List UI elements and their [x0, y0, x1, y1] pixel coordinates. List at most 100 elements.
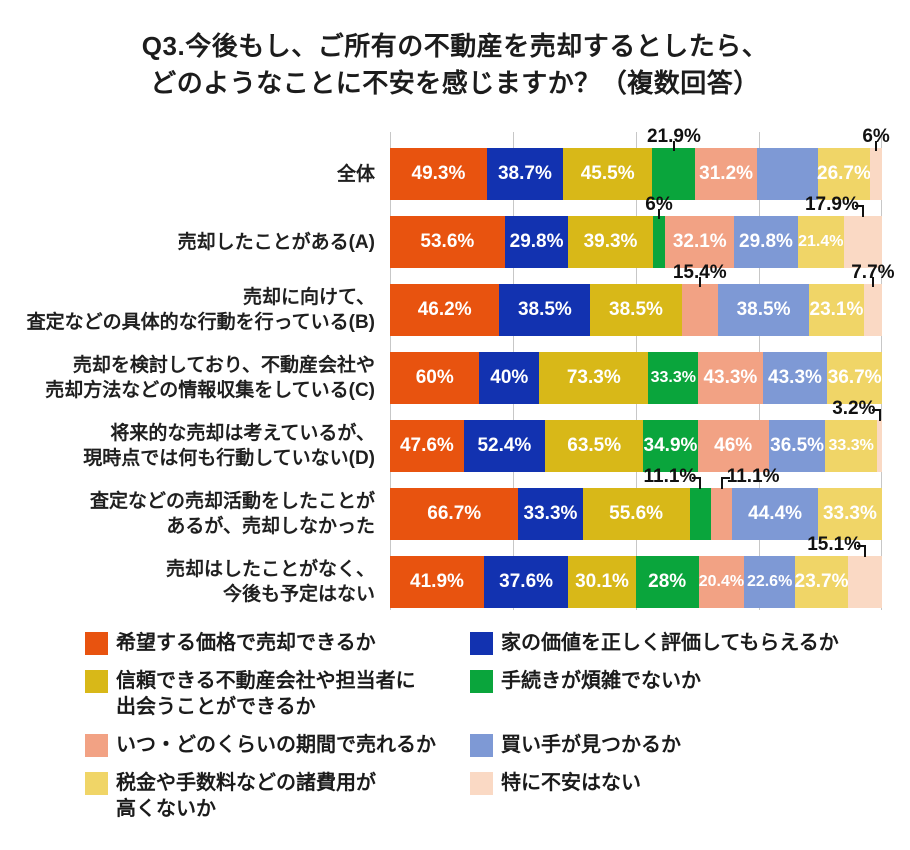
category-label: 将来的な売却は考えているが、 現時点では何も行動していない(D) — [0, 420, 383, 472]
segment-value-label: 28% — [648, 571, 687, 592]
bar-segment: 33.3% — [648, 352, 699, 404]
segment-value-label: 38.7% — [497, 163, 552, 184]
legend-swatch — [85, 632, 108, 655]
segment-value-label: 63.5% — [567, 435, 622, 456]
legend-label-line: 税金や手数料などの諸費用が — [116, 772, 376, 794]
category-label-line: 売却方法などの情報収集をしている(C) — [45, 380, 375, 401]
legend-label-line: 買い手が見つかるか — [501, 734, 681, 756]
segment-value-label: 38.5% — [609, 299, 663, 320]
bar-segment — [681, 284, 718, 336]
legend-label: 税金や手数料などの諸費用が 高くないか — [116, 770, 376, 822]
legend-label: 特に不安はない — [501, 770, 641, 796]
segment-value-label: 44.4% — [748, 503, 803, 524]
bar-segment: 60% — [390, 352, 480, 404]
label-connector-cap — [871, 409, 879, 411]
segment-value-label: 73.3% — [566, 367, 621, 388]
bar-segment: 33.3% — [817, 488, 882, 540]
bar-segment: 21.4% — [797, 216, 844, 268]
segment-value-label: 55.6% — [609, 503, 664, 524]
segment-value-label: 36.7% — [827, 367, 882, 388]
stacked-bar-chart: 全体売却したことがある(A) 売却に向けて、査定などの具体的な行動を行っている(B… — [0, 127, 910, 610]
label-connector — [698, 277, 701, 287]
title-line-1: Q3.今後もし、ご所有の不動産を売却するとしたら、 — [141, 31, 769, 61]
bar-segment: 39.3% — [568, 216, 653, 268]
segment-value-label: 23.1% — [809, 299, 864, 320]
category-label-line: 査定などの売却活動をしたことが — [89, 491, 375, 512]
bar-segment: 44.4% — [732, 488, 818, 540]
category-label-line: 売却に向けて、 — [242, 287, 375, 308]
legend-label-line: いつ・どのくらいの期間で売れるか — [116, 734, 436, 756]
legend-label: 買い手が見つかるか — [501, 732, 681, 758]
segment-value-label: 22.6% — [746, 573, 793, 590]
category-label-line: 査定などの具体的な行動を行っている(B) — [26, 312, 375, 333]
bar-segment: 23.1% — [809, 284, 864, 336]
segment-value-label: 33.3% — [650, 369, 696, 386]
legend-swatch — [470, 772, 493, 795]
segment-value-label: 40% — [490, 367, 529, 388]
bar-segment: 43.3% — [762, 352, 828, 404]
bar-segment: 29.8% — [504, 216, 569, 268]
label-connector-cap — [722, 477, 730, 479]
segment-value-label-above: 11.1% — [643, 466, 697, 487]
bar-segment: 20.4% — [698, 556, 745, 608]
page-title: Q3.今後もし、ご所有の不動産を売却するとしたら、 どのようなことに不安を感じま… — [0, 28, 910, 102]
segment-value-label: 53.6% — [420, 231, 475, 252]
bar-segment: 47.6% — [390, 420, 464, 472]
segment-value-label: 30.1% — [575, 571, 629, 592]
legend-label: 家の価値を正しく評価してもらえるか — [501, 630, 839, 656]
bar-segment — [863, 284, 882, 336]
segment-value-label: 46% — [714, 435, 753, 456]
category-label-line: 売却したことがある(A) — [177, 231, 375, 253]
label-connector-cap — [692, 477, 700, 479]
bar-segment: 38.5% — [718, 284, 810, 336]
bar-segment: 53.6% — [390, 216, 505, 268]
legend-label-line: 出会うことができるか — [116, 696, 316, 718]
segment-value-label-above: 6% — [862, 126, 890, 147]
legend-label-line: 希望する価格で売却できるか — [116, 632, 376, 654]
category-label-line: 現時点では何も行動していない(D) — [83, 448, 375, 469]
legend-item: 希望する価格で売却できるか — [85, 630, 470, 656]
legend-label-line: 高くないか — [116, 798, 216, 820]
bar-segment: 45.5% — [562, 148, 653, 200]
label-connector — [871, 277, 874, 287]
segment-value-label: 38.5% — [517, 299, 572, 320]
segment-value-label: 36.5% — [770, 435, 825, 456]
segment-value-label: 60% — [415, 367, 454, 388]
segment-value-label-above: 21.9% — [646, 126, 701, 147]
legend-item: 税金や手数料などの諸費用が 高くないか — [85, 770, 470, 822]
bar-segment: 63.5% — [545, 420, 644, 472]
label-connector — [658, 209, 660, 219]
segment-value-label-above: 15.4% — [672, 262, 727, 283]
legend-swatch — [85, 734, 108, 757]
segment-value-label: 37.6% — [499, 571, 554, 592]
legend-label-line: 信頼できる不動産会社や担当者に — [116, 670, 416, 692]
category-label-line: あるが、売却しなかった — [166, 516, 375, 537]
segment-value-label: 33.3% — [822, 503, 877, 524]
title-line-2: どのようなことに不安を感じますか？（複数回答） — [150, 68, 760, 98]
category-label: 査定などの売却活動をしたことがあるが、売却しなかった — [0, 488, 383, 540]
legend-label: 手続きが煩雑でないか — [501, 668, 701, 694]
bar-segment — [711, 488, 733, 540]
bar-segment: 38.7% — [486, 148, 563, 200]
legend-item: 信頼できる不動産会社や担当者に 出会うことができるか — [85, 668, 470, 720]
category-label-line: 売却はしたことがなく、 — [165, 559, 375, 580]
segment-value-label: 49.3% — [411, 163, 466, 184]
label-connector — [672, 141, 675, 151]
bar-segment: 52.4% — [463, 420, 545, 472]
bar-segment — [652, 148, 696, 200]
bar-segment: 41.9% — [390, 556, 484, 608]
category-label-line: 全体 — [336, 163, 375, 185]
bar-segment: 38.5% — [590, 284, 682, 336]
segment-value-label: 45.5% — [580, 163, 635, 184]
bar-segment: 26.7% — [817, 148, 871, 200]
bar-segment: 30.1% — [568, 556, 636, 608]
legend-swatch — [85, 670, 108, 693]
legend-label: 信頼できる不動産会社や担当者に 出会うことができるか — [116, 668, 416, 720]
bar-segment: 37.6% — [483, 556, 569, 608]
segment-value-label: 32.1% — [672, 231, 727, 252]
legend-item: 特に不安はない — [470, 770, 875, 796]
segment-value-label: 46.2% — [417, 299, 472, 320]
bar-segment: 46.2% — [390, 284, 500, 336]
segment-value-label: 41.9% — [410, 571, 464, 592]
segment-value-label: 47.6% — [399, 435, 454, 456]
